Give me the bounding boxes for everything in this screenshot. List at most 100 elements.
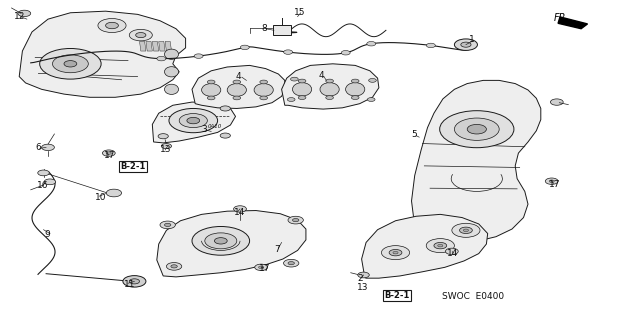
Polygon shape	[146, 41, 152, 51]
Circle shape	[440, 111, 514, 148]
Text: 13: 13	[160, 145, 172, 154]
Circle shape	[192, 226, 250, 255]
Text: 6: 6	[35, 143, 41, 152]
Ellipse shape	[320, 83, 339, 96]
Circle shape	[454, 118, 499, 140]
Circle shape	[393, 251, 398, 254]
Circle shape	[460, 227, 472, 234]
Polygon shape	[152, 41, 159, 51]
Text: 12: 12	[14, 12, 26, 21]
Circle shape	[351, 79, 359, 83]
Text: 3: 3	[202, 125, 207, 134]
Text: 7: 7	[274, 245, 280, 254]
Circle shape	[207, 80, 215, 84]
Circle shape	[351, 96, 359, 100]
Text: 5: 5	[411, 130, 417, 139]
Circle shape	[260, 96, 268, 100]
Circle shape	[98, 19, 126, 33]
Polygon shape	[152, 102, 236, 143]
Ellipse shape	[254, 84, 273, 96]
Circle shape	[220, 133, 230, 138]
Circle shape	[326, 79, 333, 83]
Circle shape	[171, 265, 177, 268]
Polygon shape	[558, 17, 588, 29]
Ellipse shape	[164, 84, 179, 94]
Circle shape	[207, 96, 215, 100]
Circle shape	[288, 216, 303, 224]
Circle shape	[255, 264, 268, 271]
FancyBboxPatch shape	[273, 25, 291, 35]
Polygon shape	[159, 41, 165, 51]
Text: 8: 8	[261, 24, 267, 33]
Circle shape	[44, 179, 56, 185]
Circle shape	[369, 78, 376, 82]
Circle shape	[461, 42, 471, 47]
Circle shape	[292, 219, 299, 222]
Text: 15: 15	[294, 8, 306, 17]
Text: 4: 4	[319, 71, 324, 80]
Text: 4: 4	[236, 72, 241, 81]
Circle shape	[284, 259, 299, 267]
Circle shape	[38, 170, 49, 176]
Text: SWOC  E0400: SWOC E0400	[442, 292, 504, 301]
Circle shape	[260, 80, 268, 84]
Circle shape	[234, 206, 246, 212]
Text: 17: 17	[549, 180, 561, 189]
Ellipse shape	[164, 67, 179, 77]
Circle shape	[179, 114, 207, 128]
Circle shape	[106, 22, 118, 29]
Text: FR.: FR.	[554, 13, 569, 23]
Circle shape	[194, 54, 203, 58]
Circle shape	[426, 239, 454, 253]
Circle shape	[326, 96, 333, 100]
Circle shape	[284, 50, 292, 54]
Circle shape	[550, 99, 563, 105]
Circle shape	[549, 180, 554, 182]
Text: 11: 11	[124, 280, 135, 289]
Polygon shape	[165, 41, 172, 51]
Polygon shape	[192, 65, 285, 108]
Circle shape	[389, 249, 402, 256]
Text: 14: 14	[234, 208, 245, 217]
Circle shape	[160, 221, 175, 229]
Circle shape	[445, 248, 458, 255]
Ellipse shape	[292, 83, 312, 96]
Text: 16: 16	[37, 181, 49, 190]
Circle shape	[438, 244, 443, 247]
Ellipse shape	[227, 84, 246, 96]
Circle shape	[129, 279, 140, 284]
Circle shape	[291, 77, 298, 81]
Circle shape	[426, 43, 435, 48]
Circle shape	[106, 189, 122, 197]
Text: 2: 2	[357, 274, 363, 283]
Polygon shape	[282, 64, 379, 109]
Circle shape	[259, 266, 264, 269]
Circle shape	[467, 124, 486, 134]
Circle shape	[287, 98, 295, 101]
Circle shape	[102, 150, 115, 156]
Circle shape	[214, 238, 227, 244]
Polygon shape	[157, 211, 306, 277]
Circle shape	[161, 144, 172, 149]
Circle shape	[52, 55, 88, 73]
Circle shape	[106, 152, 111, 154]
Text: B-2-1: B-2-1	[120, 162, 146, 171]
Circle shape	[166, 263, 182, 270]
Circle shape	[233, 80, 241, 84]
Polygon shape	[412, 80, 541, 242]
Circle shape	[452, 223, 480, 237]
Ellipse shape	[346, 83, 365, 96]
Circle shape	[157, 56, 166, 61]
Circle shape	[454, 39, 477, 50]
Text: 0A10: 0A10	[207, 123, 221, 129]
Polygon shape	[140, 41, 146, 51]
Circle shape	[298, 96, 306, 100]
Ellipse shape	[164, 49, 179, 59]
Circle shape	[18, 10, 31, 17]
Circle shape	[233, 96, 241, 100]
Circle shape	[434, 242, 447, 249]
Circle shape	[205, 233, 237, 249]
Text: 1: 1	[468, 35, 474, 44]
Text: 13: 13	[357, 283, 369, 292]
Text: B-2-1: B-2-1	[384, 291, 410, 300]
